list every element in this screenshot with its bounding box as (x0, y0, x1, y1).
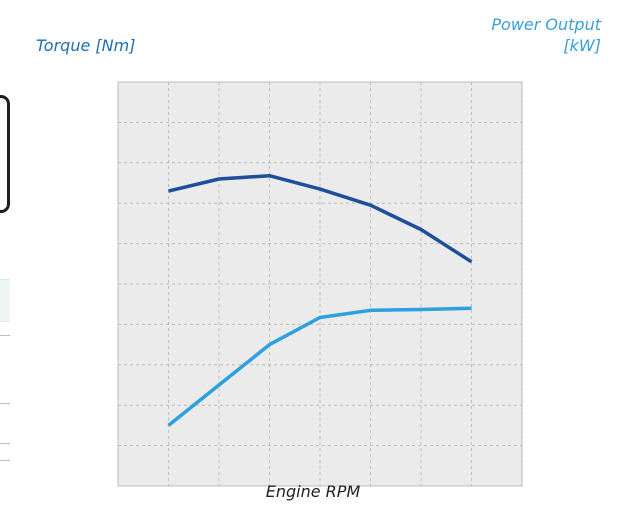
partial-divider (0, 403, 10, 404)
grid (118, 82, 523, 486)
partial-widget-band (0, 279, 10, 322)
x-axis-title-wrap: Engine RPM (0, 482, 618, 501)
partial-divider (0, 443, 10, 444)
partial-widget-frame (0, 95, 10, 213)
partial-divider (0, 460, 10, 461)
series-lines (167, 173, 473, 427)
right-axis-title: Power Output [kW] (491, 15, 601, 55)
partial-divider (0, 335, 10, 336)
power-series-line (167, 306, 472, 427)
torque-series-line (168, 173, 473, 264)
x-axis-title: Engine RPM (265, 482, 361, 501)
left-axis-title: Torque [Nm] (36, 36, 136, 55)
